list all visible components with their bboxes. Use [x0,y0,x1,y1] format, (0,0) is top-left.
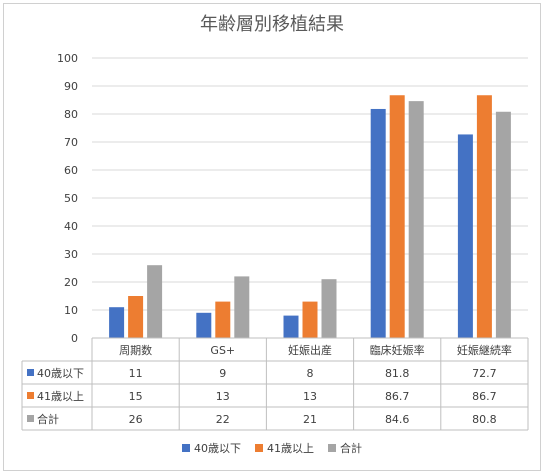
category-label-4: 妊娠継続率 [457,343,512,357]
y-tick-label-7: 70 [64,136,78,149]
bar-0-2 [283,315,299,338]
table-value-0-3: 81.8 [385,367,410,380]
table-swatch-1 [27,392,34,399]
legend-swatch-1 [255,444,263,452]
y-tick-label-4: 40 [64,220,78,233]
legend-swatch-0 [182,444,190,452]
legend-item-2: 合計 [328,440,362,456]
table-value-2-2: 21 [303,413,317,426]
y-tick-label-6: 60 [64,164,78,177]
legend-item-1: 41歳以上 [255,440,314,456]
legend: 40歳以下 41歳以上 合計 [0,440,544,456]
bar-2-0 [147,265,163,338]
y-tick-label-9: 90 [64,80,78,93]
bar-1-4 [476,95,492,339]
legend-swatch-2 [328,444,336,452]
bar-0-3 [370,108,386,339]
table-value-1-2: 13 [303,390,317,403]
legend-label-2: 合計 [340,442,362,455]
legend-label-0: 40歳以下 [194,442,241,455]
category-label-0: 周期数 [119,344,152,357]
table-swatch-2 [27,415,34,422]
y-tick-label-3: 30 [64,248,78,261]
table-value-1-4: 86.7 [472,390,497,403]
bar-1-3 [389,95,405,339]
table-value-1-1: 13 [216,390,230,403]
bar-0-0 [109,307,125,338]
table-value-1-3: 86.7 [385,390,410,403]
table-value-2-4: 80.8 [472,413,497,426]
data-table: 周期数 GS+ 妊娠出産 臨床妊娠率 妊娠継続率 40歳以下 11 9 8 81.8 72.7 41歳… [21,337,529,431]
bar-0-1 [196,312,212,338]
table-value-2-3: 84.6 [385,413,410,426]
table-value-0-4: 72.7 [472,367,497,380]
table-value-2-1: 22 [216,413,230,426]
bars [109,95,511,339]
y-axis-ticks: 0 10 20 30 40 50 60 70 80 90 100 [57,52,78,345]
table-series-name-2: 合計 [37,412,59,426]
y-tick-label-5: 50 [64,192,78,205]
chart-frame [3,3,541,471]
bar-2-2 [321,279,337,338]
table-value-2-0: 26 [129,413,143,426]
bar-2-1 [234,276,250,338]
table-value-0-2: 8 [307,367,314,380]
bar-0-4 [457,134,473,338]
legend-item-0: 40歳以下 [182,440,241,456]
table-swatch-0 [27,369,34,376]
table-value-1-0: 15 [129,390,143,403]
bar-1-1 [215,301,231,338]
bar-2-4 [495,111,511,338]
bar-1-0 [128,296,144,338]
category-label-3: 臨床妊娠率 [370,343,425,357]
legend-label-1: 41歳以上 [267,442,314,455]
y-tick-label-8: 80 [64,108,78,121]
y-tick-label-2: 20 [64,276,78,289]
chart-title: 年齢層別移植結果 [200,14,344,35]
table-series-name-1: 41歳以上 [37,390,84,403]
table-value-0-0: 11 [129,367,143,380]
table-series-name-0: 40歳以下 [37,367,84,380]
bar-1-2 [302,301,318,338]
category-label-2: 妊娠出産 [288,343,332,357]
y-tick-label-10: 100 [57,52,78,65]
category-label-1: GS+ [210,344,235,357]
bar-2-3 [408,101,424,339]
y-tick-label-1: 10 [64,304,78,317]
gridlines [92,57,528,339]
y-tick-label-0: 0 [71,332,78,345]
table-value-0-1: 9 [219,367,226,380]
